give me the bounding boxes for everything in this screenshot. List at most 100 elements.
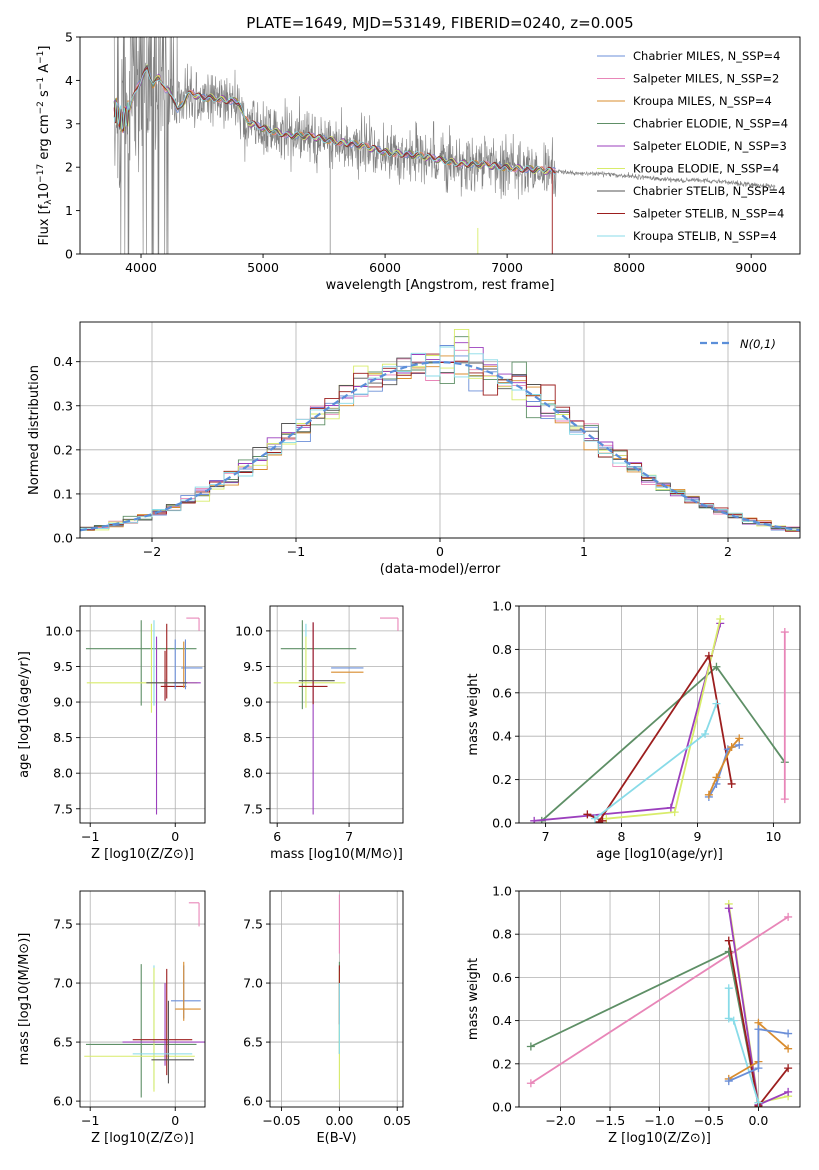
y-tick-label: 1.0 xyxy=(492,599,512,614)
normal-curve xyxy=(80,360,800,532)
plus-marker xyxy=(598,816,607,823)
y-tick-label: 8.0 xyxy=(53,766,73,781)
plus-marker xyxy=(724,1014,733,1023)
plus-marker xyxy=(590,814,599,823)
y-tick-label: 3 xyxy=(65,116,73,131)
x-axis-label: mass [log10(M/M⊙)] xyxy=(270,847,403,862)
plus-marker xyxy=(727,779,736,788)
x-tick-label: 2 xyxy=(724,544,732,559)
legend-entry: Kroupa MILES, N_SSP=4 xyxy=(633,94,772,108)
plus-marker xyxy=(701,730,710,739)
plus-marker xyxy=(724,904,733,913)
x-tick-label: −1 xyxy=(287,544,305,559)
y-tick-label: 8.0 xyxy=(243,766,263,781)
y-label-part: A xyxy=(37,64,52,77)
plus-marker xyxy=(727,743,736,752)
x-tick-label: 9 xyxy=(693,829,701,844)
y-tick-label: 0.2 xyxy=(492,772,512,787)
plot-area xyxy=(273,617,399,815)
x-tick-label: 0 xyxy=(171,829,179,844)
x-tick-label: −1 xyxy=(81,1113,99,1128)
y-tick-label: 4 xyxy=(65,73,73,88)
axes-frame xyxy=(269,605,404,824)
y-tick-label: 7.0 xyxy=(243,976,263,991)
plus-marker xyxy=(754,1064,763,1073)
y-label-part: s xyxy=(37,90,52,101)
errorbar-point xyxy=(85,620,197,706)
y-tick-label: 0.6 xyxy=(492,685,512,700)
x-axis-label: E(B-V) xyxy=(316,1131,356,1146)
panel-mass-weight-vs-z: −2.0 −1.5 −1.0 −0.5 0.0 0.0 0.2 0.4 0.6 0.8 1.0 Z [… xyxy=(466,884,801,1146)
plus-marker xyxy=(666,803,675,812)
model-spectrum xyxy=(113,69,556,175)
axes-frame xyxy=(79,890,206,1108)
y-tick-label: 10.0 xyxy=(235,623,263,638)
x-tick-label: −2 xyxy=(143,544,161,559)
x-tick-label: −1.0 xyxy=(644,1113,674,1128)
x-axis-label: Z [log10(Z/Z⊙)] xyxy=(608,1131,711,1146)
errorbar-point xyxy=(132,968,193,1076)
legend-entry: Chabrier MILES, N_SSP=4 xyxy=(633,49,780,63)
y-tick-label: 10.0 xyxy=(45,623,73,638)
plus-marker xyxy=(784,912,793,921)
errorbar-point xyxy=(160,650,187,701)
y-axis-label: mass [log10(M/M⊙)] xyxy=(17,933,32,1066)
y-tick-label: 8.5 xyxy=(243,730,263,745)
y-label-part: −2 xyxy=(36,101,46,114)
panel-residuals: −2 −1 0 1 2 0.0 0.1 0.2 0.3 0.4 (data-model)/error… xyxy=(27,321,801,577)
y-tick-label: 7.0 xyxy=(53,976,73,991)
y-tick-label: 0.2 xyxy=(492,1056,512,1071)
plus-marker xyxy=(530,816,539,823)
y-tick-label: 0.1 xyxy=(53,486,73,501)
plus-marker xyxy=(724,936,733,945)
y-label-part: −17 xyxy=(36,164,46,183)
y-tick-label: 6.0 xyxy=(243,1094,263,1109)
model-spectrum xyxy=(113,64,556,174)
plot-area xyxy=(80,328,800,538)
x-tick-label: −1 xyxy=(81,829,99,844)
y-tick-label: 1 xyxy=(65,203,73,218)
plus-marker xyxy=(754,1098,763,1107)
plus-marker xyxy=(712,773,721,782)
plot-area xyxy=(113,37,776,254)
legend-entry: Kroupa ELODIE, N_SSP=4 xyxy=(633,162,779,176)
legend: N(0,1) xyxy=(700,337,776,351)
y-tick-label: 0.2 xyxy=(53,442,73,457)
y-axis-label: Flux [fλ10−17 erg cm−2 s−1 A−1] xyxy=(36,46,54,246)
plus-marker xyxy=(670,808,679,817)
mass-weight-line xyxy=(530,916,789,1084)
plus-marker xyxy=(716,615,725,624)
x-tick-label: −1.5 xyxy=(595,1113,625,1128)
x-tick-label: 0.0 xyxy=(748,1113,768,1128)
legend-entry: Chabrier STELIB, N_SSP=4 xyxy=(633,184,785,198)
y-label-part: erg cm xyxy=(37,114,52,163)
axes-frame xyxy=(79,36,801,255)
plus-marker xyxy=(712,699,721,708)
x-axis-label: Z [log10(Z/Z⊙)] xyxy=(91,1131,194,1146)
errorbar-point xyxy=(151,1000,194,1084)
x-tick-label: 8000 xyxy=(613,260,645,275)
plot-area xyxy=(526,899,793,1107)
axes-frame xyxy=(79,605,206,824)
mass-weight-line xyxy=(728,1028,789,1082)
plus-marker xyxy=(724,984,733,993)
x-tick-label: 9000 xyxy=(735,260,767,275)
errorbar-point xyxy=(379,617,399,631)
y-tick-label: 5 xyxy=(65,30,73,45)
errorbar-point xyxy=(122,983,205,1066)
y-tick-label: 6.0 xyxy=(53,1094,73,1109)
errorbar-point xyxy=(298,622,328,705)
errorbar-point xyxy=(273,636,346,708)
plot-area xyxy=(84,902,205,1098)
x-tick-label: −2.0 xyxy=(545,1113,575,1128)
errorbar-point xyxy=(86,640,198,705)
panel-age-vs-mass: 6 7 7.5 8.0 8.5 9.0 9.5 10.0 mass [log10(M/M⊙)] xyxy=(235,605,404,862)
legend-entry: Salpeter MILES, N_SSP=2 xyxy=(633,72,779,86)
y-axis-label: Normed distribution xyxy=(27,365,42,495)
panel-mass-vs-z: −1 0 6.0 6.5 7.0 7.5 Z [log10(Z/Z⊙)] mass [log1… xyxy=(17,890,206,1146)
mass-weight-line xyxy=(727,988,760,1103)
x-axis-label: wavelength [Angstrom, rest frame] xyxy=(326,278,555,293)
plus-marker xyxy=(583,810,592,819)
y-label-part: −1 xyxy=(36,51,46,64)
